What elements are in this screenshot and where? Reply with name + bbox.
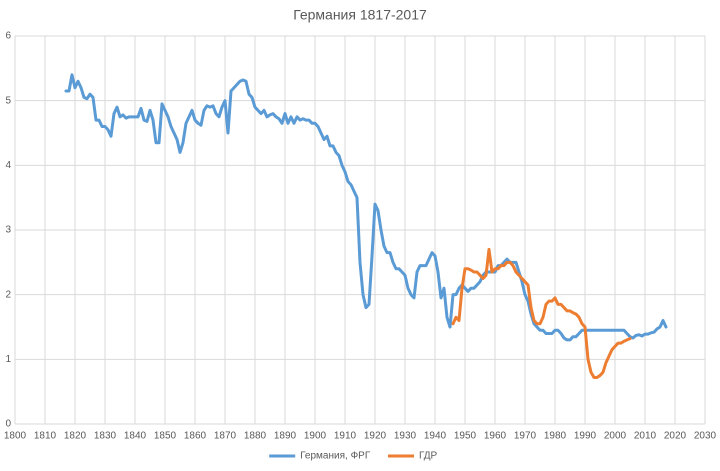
x-tick-label: 1990 [574, 431, 597, 442]
x-tick-label: 1840 [124, 431, 147, 442]
x-tick-label: 2010 [634, 431, 657, 442]
data-line [64, 73, 668, 342]
x-tick-label: 1850 [154, 431, 177, 442]
y-tick-label: 6 [5, 31, 11, 42]
x-tick-label: 1900 [304, 431, 327, 442]
x-tick-label: 1980 [544, 431, 567, 442]
y-tick-label: 1 [5, 354, 11, 365]
x-tick-label: 1940 [424, 431, 447, 442]
legend: Германия, ФРГ ГДР [269, 451, 438, 462]
x-tick-label: 1960 [484, 431, 507, 442]
x-tick-label: 1810 [34, 431, 57, 442]
x-tick-label: 2020 [664, 431, 687, 442]
y-tick-label: 4 [5, 160, 11, 171]
y-tick-label: 3 [5, 225, 11, 236]
x-tick-label: 2030 [694, 431, 717, 442]
chart-title: Германия 1817-2017 [293, 7, 427, 23]
x-tick-label: 1920 [364, 431, 387, 442]
x-tick-label: 1950 [454, 431, 477, 442]
legend-label: ГДР [419, 451, 438, 462]
data-line [451, 247, 632, 379]
x-tick-label: 1800 [4, 431, 27, 442]
x-tick-label: 1930 [394, 431, 417, 442]
x-tick-label: 1870 [214, 431, 237, 442]
legend-label: Германия, ФРГ [300, 451, 371, 462]
x-tick-label: 2000 [604, 431, 627, 442]
x-tick-label: 1820 [64, 431, 87, 442]
x-tick-label: 1880 [244, 431, 267, 442]
y-tick-label: 5 [5, 95, 11, 106]
y-tick-label: 2 [5, 289, 11, 300]
y-tick-label: 0 [5, 419, 11, 430]
x-tick-label: 1910 [334, 431, 357, 442]
x-tick-label: 1860 [184, 431, 207, 442]
x-tick-label: 1970 [514, 431, 537, 442]
x-tick-label: 1830 [94, 431, 117, 442]
x-tick-label: 1890 [274, 431, 297, 442]
